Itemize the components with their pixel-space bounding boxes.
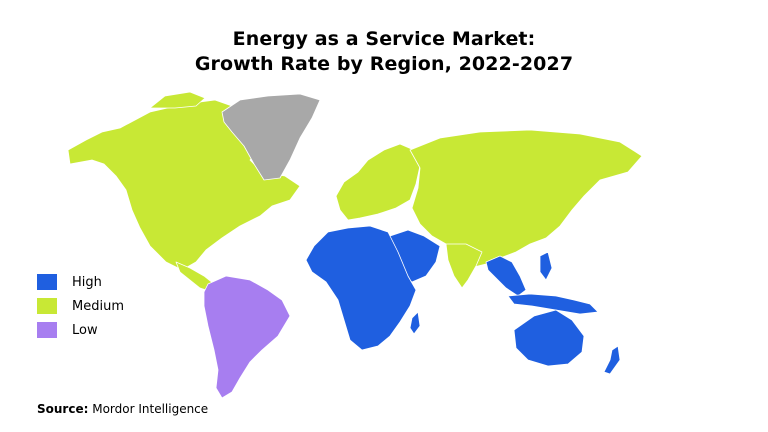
region-africa xyxy=(305,225,417,351)
legend-item-medium: Medium xyxy=(37,294,124,318)
region-southeast-asia xyxy=(485,255,527,297)
legend-swatch-high xyxy=(37,274,57,290)
region-greenland xyxy=(221,93,321,181)
legend-label-medium: Medium xyxy=(72,298,124,314)
legend-label-high: High xyxy=(72,274,102,290)
source-text: Mordor Intelligence xyxy=(88,402,209,416)
region-indonesia xyxy=(507,293,599,315)
region-philippines xyxy=(539,251,553,281)
legend-swatch-medium xyxy=(37,298,57,314)
region-new-zealand xyxy=(603,345,621,375)
legend-swatch-low xyxy=(37,322,57,338)
region-north-america-arctic xyxy=(149,91,206,109)
chart-title-line-1: Energy as a Service Market: xyxy=(232,28,536,50)
legend-item-high: High xyxy=(37,270,124,294)
region-india xyxy=(445,243,483,289)
source-line: Source: Mordor Intelligence xyxy=(37,402,208,416)
region-europe xyxy=(335,143,421,221)
region-australia xyxy=(513,309,585,367)
map-legend: High Medium Low xyxy=(37,270,124,342)
legend-item-low: Low xyxy=(37,318,124,342)
chart-title-line-2: Growth Rate by Region, 2022-2027 xyxy=(194,53,574,75)
region-asia-medium xyxy=(409,129,643,269)
region-madagascar xyxy=(409,311,421,335)
source-label: Source: xyxy=(37,402,89,416)
region-south-america xyxy=(203,275,291,399)
legend-label-low: Low xyxy=(72,322,98,338)
